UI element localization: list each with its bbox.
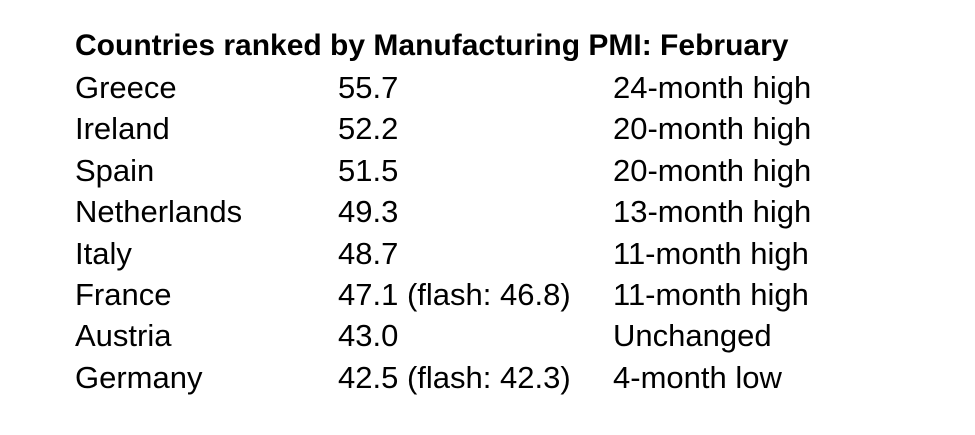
pmi-note: 13-month high — [613, 194, 812, 230]
country: Germany — [75, 359, 203, 395]
table-title: Countries ranked by Manufacturing PMI: F… — [75, 29, 789, 62]
pmi-note: 11-month high — [613, 277, 809, 312]
pmi-note: 4-month low — [613, 359, 782, 395]
pmi-value: 48.7 — [338, 235, 399, 271]
pmi-note: 11-month high — [613, 235, 809, 271]
pmi-value: 42.5 (flash: 42.3) — [338, 359, 571, 395]
pmi-note: 24-month high — [613, 70, 812, 105]
country: Spain — [75, 152, 155, 188]
pmi-value: 47.1 (flash: 46.8) — [338, 277, 571, 312]
pmi-value: 55.7 — [338, 70, 399, 105]
country: France — [75, 277, 172, 312]
country: Italy — [75, 235, 132, 271]
country: Ireland — [75, 111, 170, 147]
pmi-note: 20-month high — [613, 111, 812, 147]
country: Greece — [75, 70, 177, 105]
pmi-value: 49.3 — [338, 194, 399, 230]
pmi-note: Unchanged — [613, 318, 772, 354]
pmi-value: 51.5 — [338, 152, 399, 188]
pmi-value: 43.0 — [338, 318, 399, 354]
country: Austria — [75, 318, 172, 354]
pmi-note: 20-month high — [613, 152, 812, 188]
pmi-value: 52.2 — [338, 111, 399, 147]
country: Netherlands — [75, 194, 243, 230]
